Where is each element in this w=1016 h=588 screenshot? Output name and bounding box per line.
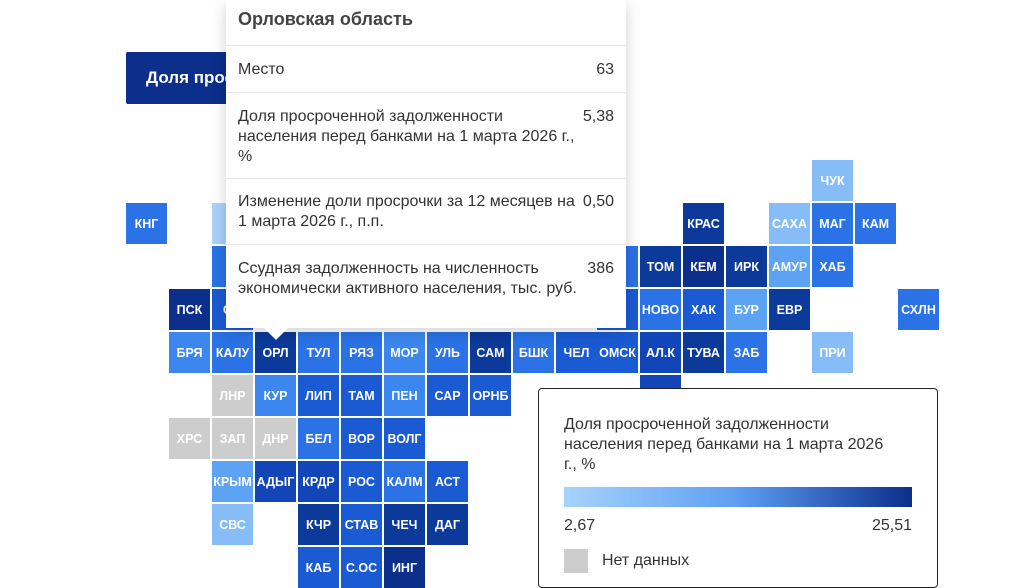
region-tile-kam[interactable]: КАМ <box>855 203 896 244</box>
region-tile-kalu[interactable]: КАЛУ <box>212 332 253 373</box>
region-tile-kalm[interactable]: КАЛМ <box>384 461 425 502</box>
legend-title: Доля просроченной задолженности населени… <box>564 416 884 473</box>
region-tile-omsk[interactable]: ОМСК <box>597 332 638 373</box>
legend-max-value: 25,51 <box>871 517 912 534</box>
region-tooltip: Орловская область Место 63 Доля просроче… <box>226 0 626 328</box>
color-legend: Доля просроченной задолженности населени… <box>538 388 938 588</box>
region-tile-mor[interactable]: МОР <box>384 332 425 373</box>
region-tile-brya[interactable]: БРЯ <box>169 332 210 373</box>
region-tile-ing[interactable]: ИНГ <box>384 547 425 588</box>
region-tile-psk[interactable]: ПСК <box>169 289 210 330</box>
region-tile-stav[interactable]: СТАВ <box>341 504 382 545</box>
legend-scale: 2,67 25,51 <box>564 517 912 535</box>
region-tile-hak[interactable]: ХАК <box>683 289 724 330</box>
region-tile-kur[interactable]: КУР <box>255 375 296 416</box>
region-tile-adyg[interactable]: АДЫГ <box>255 461 296 502</box>
region-tile-kchr[interactable]: КЧР <box>298 504 339 545</box>
region-tile-krdr[interactable]: КРДР <box>298 461 339 502</box>
region-tile-zap[interactable]: ЗАП <box>212 418 253 459</box>
region-tile-svs[interactable]: СВС <box>212 504 253 545</box>
region-tile-hrs[interactable]: ХРС <box>169 418 210 459</box>
region-tile-kem[interactable]: КЕМ <box>683 246 724 287</box>
tooltip-row-value: 5,38 <box>582 108 614 125</box>
tooltip-row-rank: Место 63 <box>226 46 626 93</box>
legend-min-value: 2,67 <box>564 517 596 534</box>
region-tile-bel[interactable]: БЕЛ <box>298 418 339 459</box>
region-tile-shln[interactable]: СХЛН <box>898 289 939 330</box>
region-tile-volg[interactable]: ВОЛГ <box>384 418 425 459</box>
tooltip-row-label: Доля просроченной задолженности населени… <box>238 108 575 165</box>
region-tile-kng[interactable]: КНГ <box>126 203 167 244</box>
region-tile-chuk[interactable]: ЧУК <box>812 160 853 201</box>
region-tile-vor[interactable]: ВОР <box>341 418 382 459</box>
region-tile-amur[interactable]: АМУР <box>769 246 810 287</box>
region-tile-ornb[interactable]: ОРНБ <box>470 375 511 416</box>
region-tile-partial[interactable] <box>640 375 681 388</box>
region-tile-ast[interactable]: АСТ <box>427 461 468 502</box>
tooltip-pointer <box>262 326 290 340</box>
tooltip-row-value: 386 <box>587 260 614 277</box>
region-tile-pri[interactable]: ПРИ <box>812 332 853 373</box>
region-tile-kab[interactable]: КАБ <box>298 547 339 588</box>
region-tile-alk[interactable]: АЛ.К <box>640 332 681 373</box>
region-tile-ros[interactable]: РОС <box>341 461 382 502</box>
region-tile-tul[interactable]: ТУЛ <box>298 332 339 373</box>
region-tile-tam[interactable]: ТАМ <box>341 375 382 416</box>
region-tile-saha[interactable]: САХА <box>769 203 810 244</box>
tooltip-title: Орловская область <box>226 0 626 46</box>
region-tile-pen[interactable]: ПЕН <box>384 375 425 416</box>
tooltip-row-change: Изменение доли просрочки за 12 месяцев н… <box>226 179 626 245</box>
region-tile-bshk[interactable]: БШК <box>513 332 554 373</box>
region-tile-mag[interactable]: МАГ <box>812 203 853 244</box>
region-tile-ryaz[interactable]: РЯЗ <box>341 332 382 373</box>
region-tile-novo[interactable]: НОВО <box>640 289 681 330</box>
region-tile-tom[interactable]: ТОМ <box>640 246 681 287</box>
legend-nodata-label: Нет данных <box>602 552 690 569</box>
region-tile-lip[interactable]: ЛИП <box>298 375 339 416</box>
tooltip-row-label: Изменение доли просрочки за 12 месяцев н… <box>238 193 575 230</box>
region-tile-sam[interactable]: САМ <box>470 332 511 373</box>
region-tile-dnr[interactable]: ДНР <box>255 418 296 459</box>
nodata-swatch <box>564 549 588 573</box>
legend-nodata: Нет данных <box>564 549 912 573</box>
legend-gradient-bar <box>564 487 912 507</box>
tooltip-row-loan-debt: Ссудная задолженность на численность эко… <box>226 245 626 328</box>
region-tile-sos[interactable]: С.ОС <box>341 547 382 588</box>
region-tile-evr[interactable]: ЕВР <box>769 289 810 330</box>
region-tile-chel[interactable]: ЧЕЛ <box>556 332 597 373</box>
region-tile-tuva[interactable]: ТУВА <box>683 332 724 373</box>
tooltip-row-value: 0,50 <box>582 193 614 210</box>
tooltip-row-value: 63 <box>596 61 614 78</box>
region-tile-bur[interactable]: БУР <box>726 289 767 330</box>
tooltip-row-overdue-share: Доля просроченной задолженности населени… <box>226 93 626 179</box>
region-tile-hab[interactable]: ХАБ <box>812 246 853 287</box>
region-tile-dag[interactable]: ДАГ <box>427 504 468 545</box>
region-tile-krym[interactable]: КРЫМ <box>212 461 253 502</box>
region-tile-zab[interactable]: ЗАБ <box>726 332 767 373</box>
region-tile-sar[interactable]: САР <box>427 375 468 416</box>
tooltip-row-label: Ссудная задолженность на численность эко… <box>238 260 577 297</box>
region-tile-lnr[interactable]: ЛНР <box>212 375 253 416</box>
region-tile-chech[interactable]: ЧЕЧ <box>384 504 425 545</box>
region-tile-irk[interactable]: ИРК <box>726 246 767 287</box>
tooltip-row-label: Место <box>238 61 285 78</box>
region-tile-kras[interactable]: КРАС <box>683 203 724 244</box>
region-tile-ul[interactable]: УЛЬ <box>427 332 468 373</box>
